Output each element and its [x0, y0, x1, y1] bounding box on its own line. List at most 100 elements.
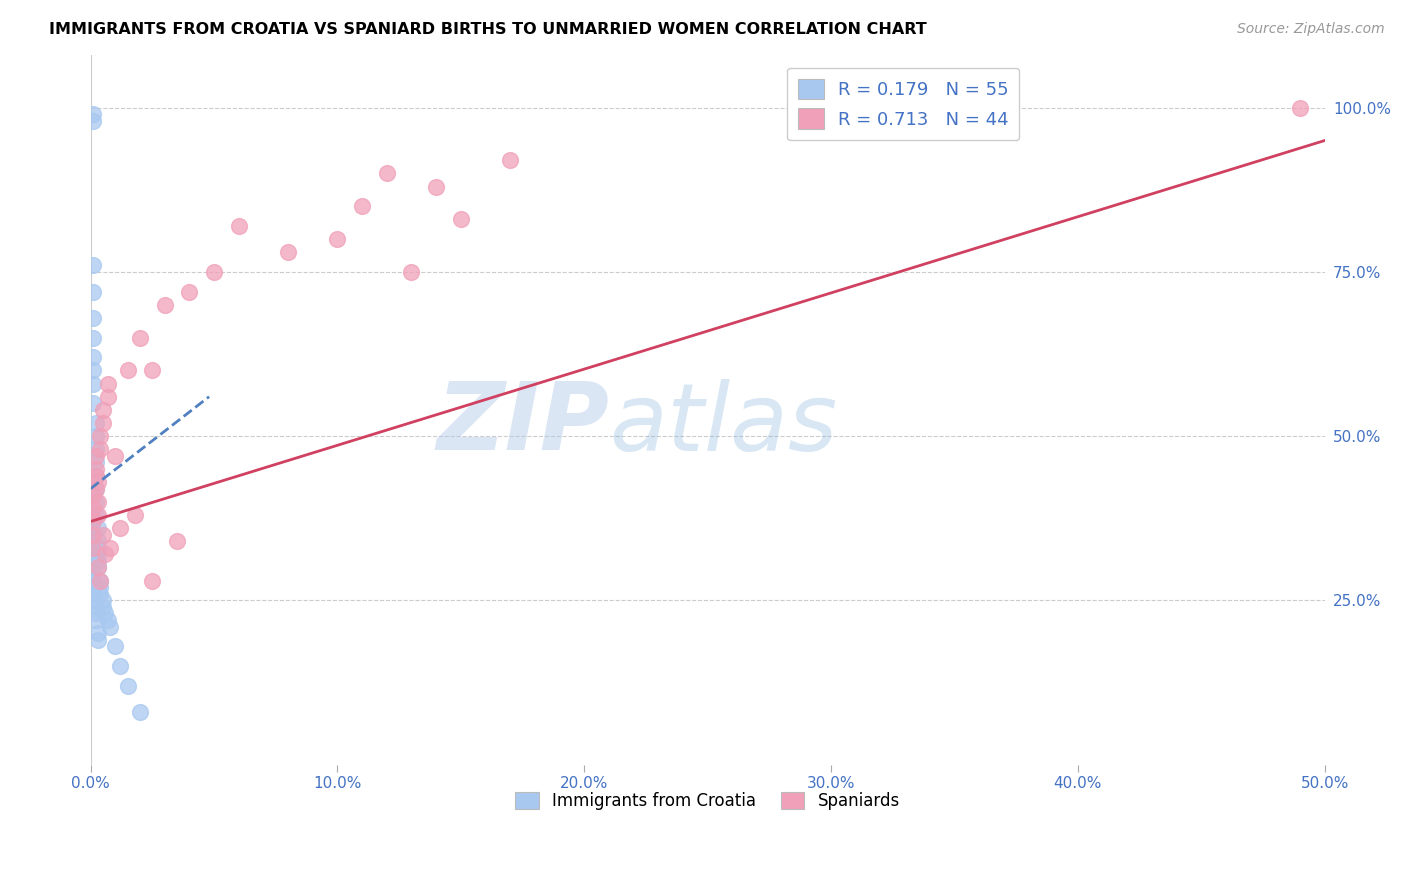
Point [110, 659, 132, 673]
Point [84, 482, 107, 496]
Point [91, 402, 114, 417]
Point [84, 468, 107, 483]
Point [82, 587, 104, 601]
Point [84, 607, 107, 621]
Point [401, 265, 423, 279]
Point [94, 607, 117, 621]
Point [82, 351, 104, 365]
Point [98, 619, 121, 633]
Point [82, 363, 104, 377]
Point [84, 495, 107, 509]
Point [87, 626, 110, 640]
Point [82, 107, 104, 121]
Point [80, 554, 103, 568]
Point [87, 632, 110, 647]
Point [82, 258, 104, 272]
Legend: Immigrants from Croatia, Spaniards: Immigrants from Croatia, Spaniards [509, 785, 907, 816]
Point [450, 212, 472, 227]
Point [82, 527, 104, 541]
Point [80, 521, 103, 535]
Point [166, 534, 188, 549]
Point [84, 482, 107, 496]
Point [87, 534, 110, 549]
Point [326, 232, 349, 246]
Point [80, 547, 103, 561]
Point [141, 574, 163, 588]
Point [87, 521, 110, 535]
Point [84, 429, 107, 443]
Point [117, 679, 139, 693]
Point [179, 285, 201, 299]
Point [89, 574, 111, 588]
Point [91, 527, 114, 541]
Point [89, 574, 111, 588]
Point [84, 449, 107, 463]
Point [82, 593, 104, 607]
Point [84, 613, 107, 627]
Point [82, 376, 104, 391]
Point [80, 515, 103, 529]
Point [80, 541, 103, 555]
Point [87, 547, 110, 561]
Text: atlas: atlas [609, 378, 837, 469]
Point [87, 560, 110, 574]
Point [110, 521, 132, 535]
Point [82, 541, 104, 555]
Point [87, 495, 110, 509]
Point [84, 442, 107, 457]
Point [97, 613, 120, 627]
Point [277, 245, 299, 260]
Point [202, 265, 225, 279]
Point [82, 285, 104, 299]
Point [499, 153, 522, 168]
Point [82, 330, 104, 344]
Point [84, 455, 107, 469]
Point [129, 330, 152, 344]
Point [89, 580, 111, 594]
Point [104, 449, 127, 463]
Point [80, 527, 103, 541]
Point [80, 508, 103, 522]
Text: ZIP: ZIP [436, 378, 609, 470]
Point [89, 587, 111, 601]
Point [104, 640, 127, 654]
Point [124, 508, 146, 522]
Point [91, 416, 114, 430]
Point [80, 567, 103, 582]
Point [87, 541, 110, 555]
Point [425, 179, 447, 194]
Point [82, 310, 104, 325]
Point [84, 599, 107, 614]
Point [153, 298, 176, 312]
Point [87, 560, 110, 574]
Point [84, 462, 107, 476]
Point [87, 508, 110, 522]
Point [82, 113, 104, 128]
Point [80, 560, 103, 574]
Point [82, 580, 104, 594]
Point [91, 593, 114, 607]
Point [352, 199, 374, 213]
Point [87, 554, 110, 568]
Point [87, 475, 110, 489]
Point [375, 166, 398, 180]
Point [117, 363, 139, 377]
Text: IMMIGRANTS FROM CROATIA VS SPANIARD BIRTHS TO UNMARRIED WOMEN CORRELATION CHART: IMMIGRANTS FROM CROATIA VS SPANIARD BIRT… [49, 22, 927, 37]
Point [141, 363, 163, 377]
Point [98, 541, 121, 555]
Point [129, 705, 152, 719]
Point [89, 429, 111, 443]
Point [89, 442, 111, 457]
Point [80, 534, 103, 549]
Point [1289, 101, 1312, 115]
Point [82, 515, 104, 529]
Text: Source: ZipAtlas.com: Source: ZipAtlas.com [1237, 22, 1385, 37]
Point [82, 501, 104, 516]
Point [91, 599, 114, 614]
Point [97, 376, 120, 391]
Point [82, 488, 104, 502]
Point [84, 468, 107, 483]
Point [94, 547, 117, 561]
Point [84, 508, 107, 522]
Point [84, 416, 107, 430]
